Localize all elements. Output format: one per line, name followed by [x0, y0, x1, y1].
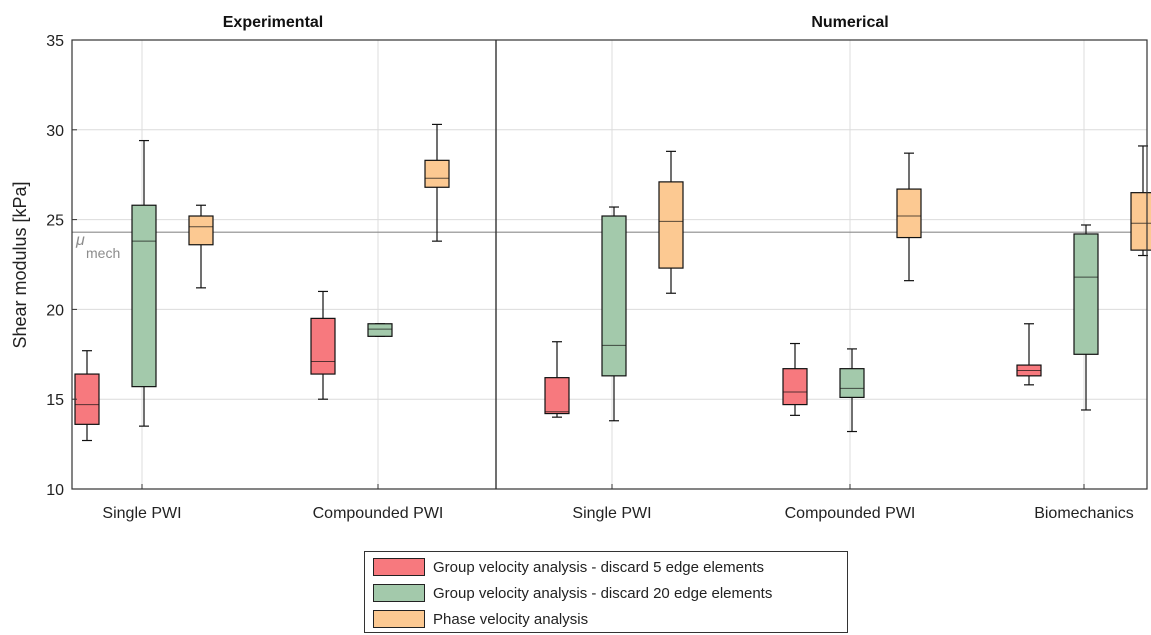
legend-label: Group velocity analysis - discard 5 edge… — [433, 558, 764, 576]
y-tick-label: 25 — [46, 213, 64, 230]
plot-frame — [71, 39, 1148, 490]
box-body — [896, 188, 922, 239]
box-series-group — [74, 123, 1151, 442]
box-body — [839, 368, 865, 399]
reference-line-label-sub: mech — [86, 245, 120, 261]
box-body — [658, 181, 684, 269]
box-red — [1016, 323, 1042, 386]
legend-item-group-5: Group velocity analysis - discard 5 edge… — [373, 555, 764, 579]
box-body — [1073, 233, 1099, 355]
legend-label: Group velocity analysis - discard 20 edg… — [433, 584, 773, 602]
box-red — [544, 341, 570, 418]
box-body — [310, 317, 336, 375]
y-tick-label: 35 — [46, 33, 64, 50]
legend-item-phase: Phase velocity analysis — [373, 607, 588, 631]
y-axis-label: Shear modulus [kPa] — [10, 181, 30, 348]
legend-item-group-20: Group velocity analysis - discard 20 edg… — [373, 581, 772, 605]
box-green — [1073, 224, 1099, 411]
x-tick-label: Single PWI — [572, 505, 651, 522]
box-body — [74, 373, 100, 425]
legend-swatch-red — [373, 558, 425, 576]
legend: Group velocity analysis - discard 5 edge… — [364, 551, 848, 633]
box-body — [782, 368, 808, 406]
box-orange — [188, 204, 214, 289]
box-green — [839, 348, 865, 433]
box-red — [310, 290, 336, 400]
box-red — [74, 350, 100, 442]
box-orange — [424, 123, 450, 242]
x-tick-label: Compounded PWI — [785, 505, 916, 522]
legend-swatch-orange — [373, 610, 425, 628]
box-green — [601, 206, 627, 422]
legend-swatch-green — [373, 584, 425, 602]
box-green — [367, 323, 393, 337]
axes-group: 10 15 20 25 30 35 Single PWI Compounded PWI Sing… — [46, 33, 1148, 522]
box-red — [782, 342, 808, 416]
x-tick-label: Single PWI — [102, 505, 181, 522]
panel-title-numerical: Numerical — [811, 14, 888, 31]
box-body — [1130, 192, 1151, 251]
x-tick-label: Compounded PWI — [313, 505, 444, 522]
y-tick-label: 10 — [46, 482, 64, 499]
panel-title-experimental: Experimental — [223, 14, 323, 31]
box-body — [367, 323, 393, 337]
x-tick-label: Biomechanics — [1034, 505, 1134, 522]
box-green — [131, 139, 157, 427]
y-tick-label: 30 — [46, 123, 64, 140]
y-tick-label: 15 — [46, 392, 64, 409]
box-orange — [896, 152, 922, 282]
box-body — [424, 159, 450, 188]
box-body — [544, 377, 570, 415]
reference-line-label: μ — [75, 232, 85, 249]
box-orange — [658, 150, 684, 294]
box-orange — [1130, 145, 1151, 257]
box-body — [601, 215, 627, 377]
box-body — [131, 204, 157, 388]
legend-label: Phase velocity analysis — [433, 610, 589, 628]
box-body — [188, 215, 214, 246]
y-tick-label: 20 — [46, 302, 64, 319]
